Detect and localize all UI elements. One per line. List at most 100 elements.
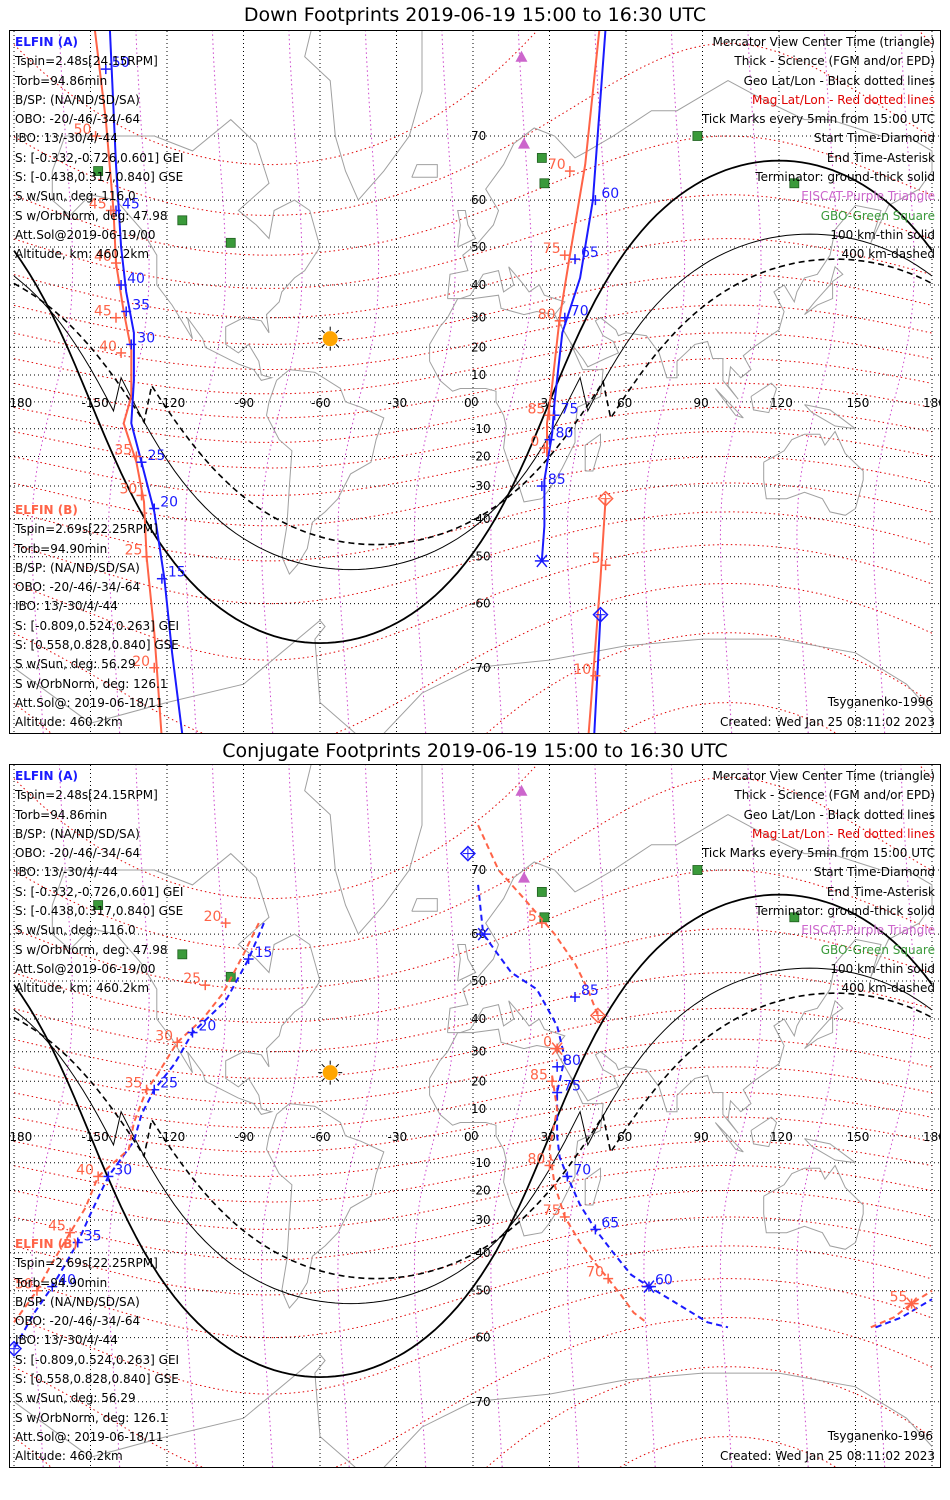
lon-tick-label: -150 xyxy=(82,396,109,410)
elfin-a-line: S: [-0.332,-0.726,0.601] GEI xyxy=(15,150,184,165)
sun-ray xyxy=(335,1063,340,1068)
elfin-a-name: ELFIN (A) xyxy=(15,769,78,783)
mag-latitude-line xyxy=(13,406,933,469)
mag-meridian-line xyxy=(566,31,609,733)
gbo-square-icon xyxy=(536,153,547,163)
elfin-b-tick-label: 80 xyxy=(528,1151,546,1167)
elfin-a-tick-label: 25 xyxy=(160,1076,178,1092)
lon-tick-label: -60 xyxy=(311,1130,331,1144)
elfin-a-tick-label: 70 xyxy=(571,304,589,320)
elfin-b-tick-label: 5 xyxy=(592,551,601,567)
lon-tick-label: 150 xyxy=(847,396,870,410)
elfin-b-track xyxy=(13,922,260,1323)
terminator-100km xyxy=(13,967,933,1305)
geo-grid xyxy=(10,765,940,1467)
legend-tickmarks: Tick Marks every 5min from 15:00 UTC xyxy=(701,112,935,127)
legend-eiscat: EISCAT-Purple Triangle xyxy=(801,189,935,204)
elfin-b-tick-label: 35 xyxy=(125,1076,143,1092)
elfin-a-tick-label: 85 xyxy=(548,472,566,488)
lat-tick-label: -20 xyxy=(471,449,491,463)
mag-latitude-line xyxy=(13,332,933,395)
lat-tick-label: -30 xyxy=(471,479,491,493)
sun-ray xyxy=(321,329,325,334)
elfin-a-line: S w/OrbNorm, deg: 47.98 xyxy=(15,942,168,957)
lat-tick-label: -60 xyxy=(471,597,491,611)
lon-tick-label: 60 xyxy=(617,1130,632,1144)
mag-latitude-line xyxy=(13,765,933,900)
elfin-b-tick-label: 85 xyxy=(530,1067,548,1083)
elfin-a-tick-label: 35 xyxy=(84,1229,102,1245)
elfin-b-track xyxy=(548,1075,648,1324)
mag-meridian-line xyxy=(490,765,533,1467)
end-asterisk-icon xyxy=(534,554,549,568)
diamond-shape xyxy=(597,490,614,507)
model-label: Tsyganenko-1996 xyxy=(827,695,933,709)
legend-gbo: GBO-Green Square xyxy=(820,942,935,957)
elfin-b-tick-label: 40 xyxy=(94,249,112,265)
elfin-a-tick-label: 30 xyxy=(114,1162,132,1178)
elfin-b-tick-label: 35 xyxy=(114,442,132,458)
mag-latitude-line xyxy=(13,1116,933,1177)
sun-ray xyxy=(321,1063,325,1068)
coastline xyxy=(265,369,385,576)
mag-meridian-line xyxy=(31,31,74,733)
elfin-a-line: S: [-0.332,-0.726,0.601] GEI xyxy=(15,884,184,899)
legend-thick: Thick - Science (FGM and/or EPD) xyxy=(734,788,935,803)
lon-tick-label: 120 xyxy=(770,396,793,410)
elfin-a-track xyxy=(540,31,607,561)
elfin-b-line: Torb=94.90min xyxy=(15,1275,108,1290)
elfin-a-tick-label: 45 xyxy=(122,196,140,212)
legend-gbo: GBO-Green Square xyxy=(820,208,935,223)
lat-tick-label: -70 xyxy=(471,1395,491,1409)
elfin-a-line: OBO: -20/-46/-34/-64 xyxy=(15,112,141,127)
lat-tick-label: 30 xyxy=(471,1045,486,1059)
elfin-a-line: Att.Sol@2019-06-19/00 xyxy=(15,227,156,242)
elfin-a-track xyxy=(108,31,184,733)
elfin-a-line: S: [-0.438,0.317,0.840] GSE xyxy=(15,904,184,919)
sun-icon xyxy=(318,326,343,351)
mag-meridian-line xyxy=(872,765,915,1467)
lon-tick-label: -120 xyxy=(158,1130,185,1144)
coastlines xyxy=(13,765,933,1467)
elfin-a-tick-label: 15 xyxy=(255,945,273,961)
mag-latitude-line xyxy=(13,1216,933,1296)
lat-tick-label: -10 xyxy=(471,1156,491,1170)
elfin-b-line: S w/Sun, deg: 56.29 xyxy=(15,1391,136,1406)
coastline xyxy=(763,1164,864,1250)
lat-tick-label: -30 xyxy=(471,1213,491,1227)
elfin-a-line: IBO: 13/-30/4/-44 xyxy=(15,131,118,146)
elfin-a-line: Torb=94.86min xyxy=(15,807,108,822)
elfin-b-tick-label: 50 xyxy=(15,1277,33,1293)
elfin-a-line: S w/Sun, deg: 116.0 xyxy=(15,189,136,204)
elfin-b-tick-label: 70 xyxy=(586,1265,604,1281)
elfin-a-tick-label: 60 xyxy=(601,186,619,202)
legend-end: End Time-Asterisk xyxy=(826,150,935,165)
elfin-b-line: S w/Sun, deg: 56.29 xyxy=(15,657,136,672)
coastline xyxy=(584,433,601,472)
mag-latitude-line xyxy=(13,1140,933,1203)
elfin-a-tick-label: 80 xyxy=(556,426,574,442)
eiscat-triangle-icon xyxy=(518,137,530,149)
lon-tick-label: 60 xyxy=(617,396,632,410)
elfin-a-tick-label: 65 xyxy=(581,245,599,261)
gbo-square-icon xyxy=(93,900,104,910)
coastline xyxy=(457,944,477,982)
elfin-a-line: S w/OrbNorm, deg: 47.98 xyxy=(15,208,168,223)
elfin-a-tick-label: 75 xyxy=(561,401,579,417)
mag-latitude-line xyxy=(13,1007,933,1079)
mag-latitude-line xyxy=(13,482,933,562)
gbo-square-icon xyxy=(536,887,547,897)
mag-meridian-line xyxy=(490,31,533,733)
sun-ray xyxy=(335,1077,340,1082)
legend-start: Start Time-Diamond xyxy=(813,131,935,146)
lat-tick-label: 40 xyxy=(471,1012,486,1026)
sun-icon xyxy=(318,1060,343,1085)
sun-ray xyxy=(321,1077,325,1082)
lat-tick-label: -40 xyxy=(471,512,491,526)
eiscat-triangle-icon xyxy=(515,784,528,796)
elfin-b-tick-label: 45 xyxy=(48,1219,66,1235)
map-legend: Mercator View Center Time (triangle) Thi… xyxy=(702,33,935,265)
lat-tick-label: 40 xyxy=(471,278,486,292)
lat-tick-label: 50 xyxy=(471,240,486,254)
elfin-b-tick-label: 5 xyxy=(528,909,537,925)
